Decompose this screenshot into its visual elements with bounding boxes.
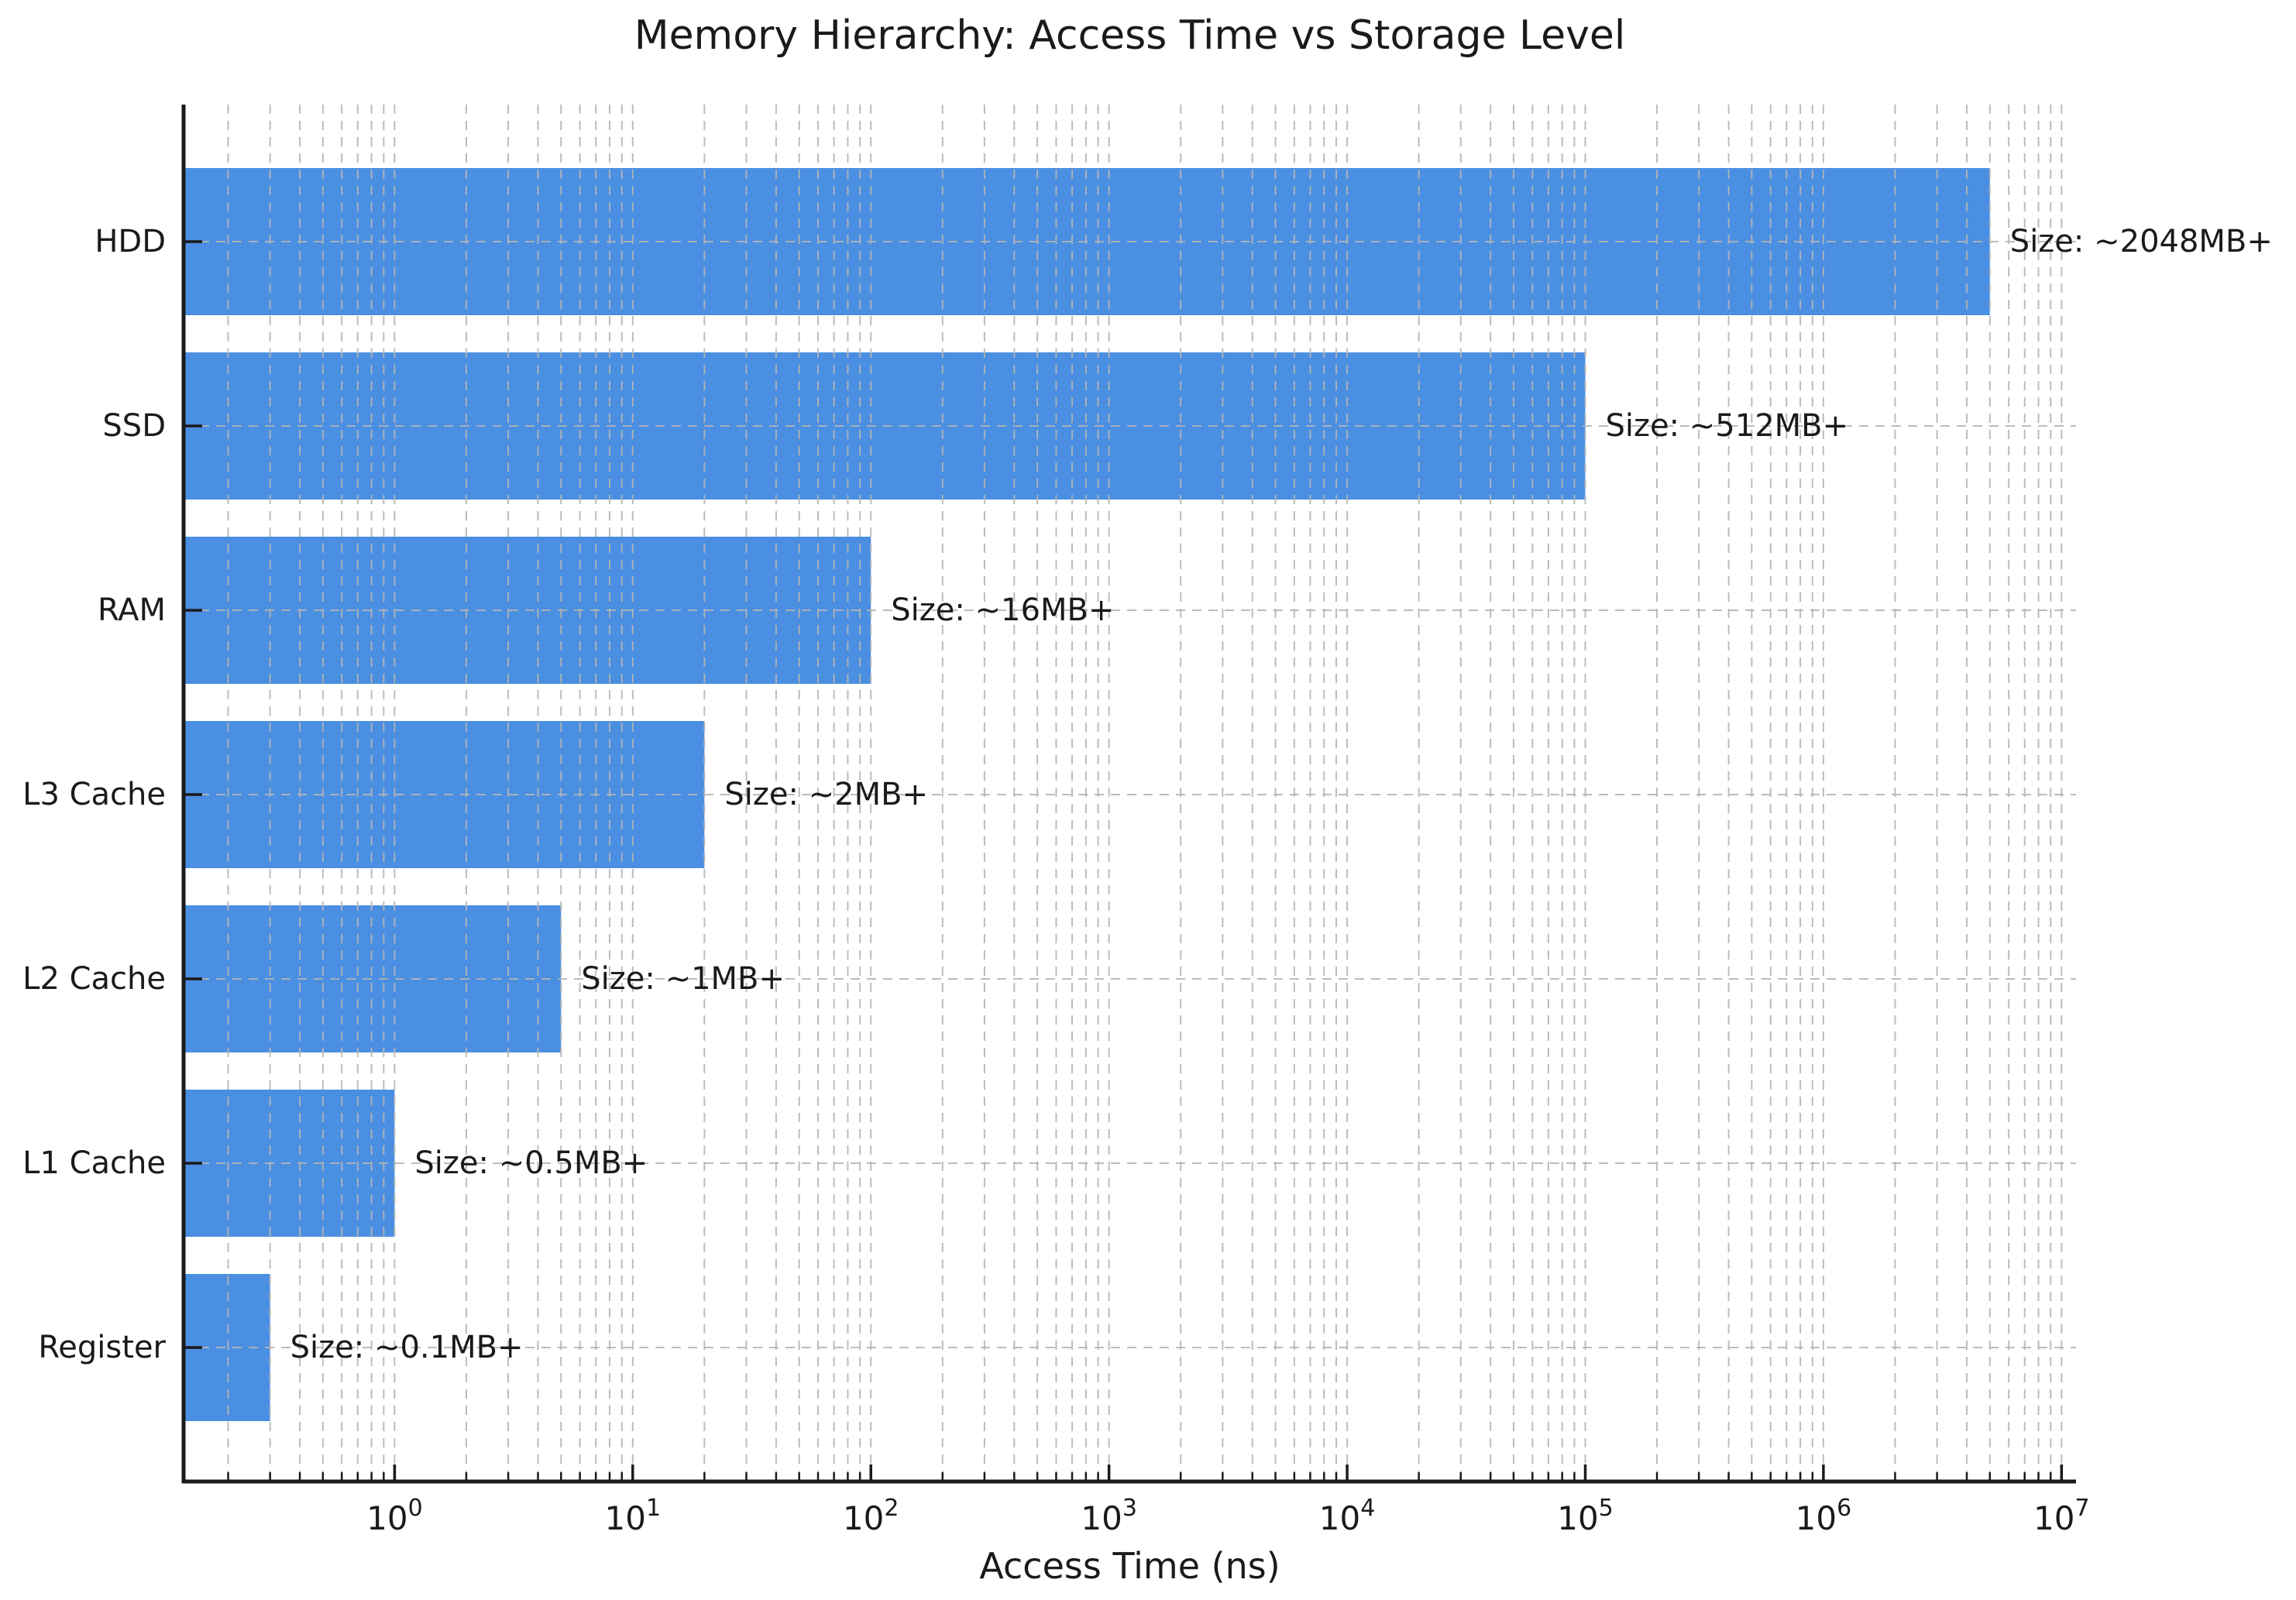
- x-tick-label-10e1: 101: [605, 1495, 662, 1537]
- chart-title: Memory Hierarchy: Access Time vs Storage…: [634, 12, 1626, 59]
- axes-group: [181, 105, 2076, 1484]
- bar-size-annotation-l3-cache: Size: ~2MB+: [724, 777, 928, 812]
- x-tick-label-10e7: 107: [2033, 1495, 2090, 1537]
- x-axis-label: Access Time (ns): [979, 1545, 1280, 1587]
- x-tick-label-10e3: 103: [1081, 1495, 1137, 1537]
- y-tick-label-l2-cache: L2 Cache: [22, 961, 166, 997]
- x-tick-label-10e0: 100: [366, 1495, 423, 1537]
- y-tick-label-hdd: HDD: [95, 224, 166, 259]
- x-tick-label-10e2: 102: [843, 1495, 899, 1537]
- bar-size-annotation-hdd: Size: ~2048MB+: [2010, 224, 2273, 259]
- x-tick-label-10e5: 105: [1557, 1495, 1614, 1537]
- bar-size-annotation-ssd: Size: ~512MB+: [1605, 408, 1848, 444]
- y-tick-label-register: Register: [38, 1330, 166, 1365]
- y-tick-label-ram: RAM: [98, 592, 166, 628]
- x-tick-label-10e6: 106: [1796, 1495, 1852, 1537]
- gridlines-group: [184, 105, 2076, 1482]
- bar-size-annotation-l2-cache: Size: ~1MB+: [581, 961, 785, 997]
- bar-size-annotation-register: Size: ~0.1MB+: [290, 1330, 524, 1365]
- bar-size-annotation-ram: Size: ~16MB+: [891, 592, 1114, 628]
- y-tick-label-l3-cache: L3 Cache: [22, 777, 166, 812]
- y-tick-label-ssd: SSD: [102, 408, 166, 444]
- x-tick-label-10e4: 104: [1319, 1495, 1376, 1537]
- labels-group: Memory Hierarchy: Access Time vs Storage…: [22, 12, 2273, 1587]
- y-tick-label-l1-cache: L1 Cache: [22, 1145, 166, 1181]
- bar-size-annotation-l1-cache: Size: ~0.5MB+: [414, 1145, 648, 1181]
